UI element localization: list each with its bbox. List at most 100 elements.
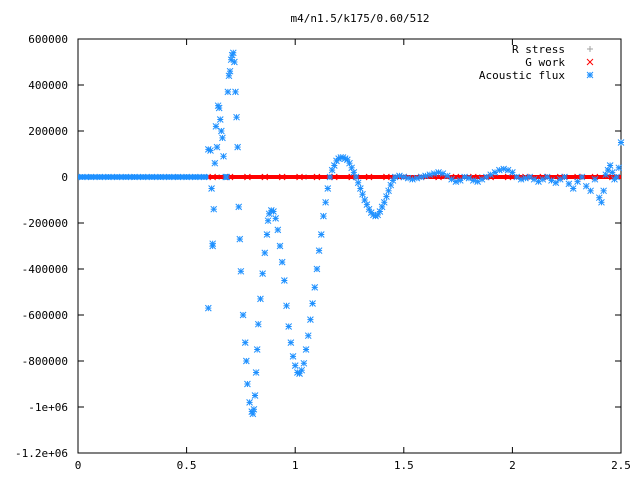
acoustic-flux-point	[253, 346, 261, 353]
acoustic-flux-point	[591, 175, 599, 183]
acoustic-flux-point	[556, 175, 564, 183]
acoustic-flux-point	[569, 185, 577, 192]
acoustic-flux-point	[543, 173, 551, 181]
acoustic-flux-point	[200, 173, 208, 181]
acoustic-flux-point	[324, 185, 332, 192]
acoustic-flux-point	[216, 116, 224, 123]
acoustic-flux-point	[226, 67, 234, 75]
acoustic-flux-point	[513, 173, 521, 181]
chart-title: m4/n1.5/k175/0.60/512	[290, 12, 429, 25]
acoustic-flux-point	[602, 171, 610, 179]
y-tick-label: -200000	[22, 217, 68, 230]
acoustic-flux-point	[254, 320, 262, 328]
acoustic-flux-point	[561, 173, 568, 181]
g-work-point	[209, 173, 217, 181]
acoustic-flux-point	[191, 173, 199, 181]
acoustic-flux-point	[220, 152, 227, 160]
acoustic-flux-point	[217, 127, 225, 135]
acoustic-flux-point	[229, 49, 237, 57]
acoustic-flux-point	[113, 173, 121, 181]
g-work-point	[313, 173, 321, 181]
axis-ticks: 0 0.5 1 1.5 2 2.5 600000 400000 200000 0 -200000 -4…	[15, 33, 631, 472]
acoustic-flux-point	[148, 173, 156, 181]
acoustic-flux-point	[204, 304, 212, 312]
acoustic-flux-point	[212, 123, 220, 130]
acoustic-flux-point	[587, 187, 594, 195]
acoustic-flux-point	[231, 58, 238, 66]
acoustic-flux-point	[409, 175, 416, 183]
legend-marker	[586, 58, 594, 66]
acoustic-flux-point	[617, 139, 625, 146]
acoustic-flux-point	[404, 174, 412, 182]
legend-label: R stress	[512, 43, 565, 56]
acoustic-flux-point	[251, 392, 259, 399]
acoustic-flux-point	[239, 311, 247, 319]
x-tick-label: 0	[75, 459, 82, 472]
acoustic-flux-point	[391, 173, 399, 181]
acoustic-flux-point	[165, 173, 173, 181]
acoustic-flux-point	[233, 113, 240, 121]
acoustic-flux-point	[105, 173, 112, 181]
acoustic-flux-point	[606, 162, 614, 169]
acoustic-flux-point	[232, 88, 239, 96]
acoustic-flux-point	[313, 265, 321, 273]
acoustic-flux-point	[237, 267, 245, 275]
acoustic-flux-point	[211, 159, 219, 167]
g-work-point	[383, 173, 390, 181]
y-tick-label: -1.2e+06	[15, 447, 68, 460]
acoustic-flux-point	[400, 173, 408, 181]
acoustic-flux-point	[246, 399, 253, 406]
acoustic-flux-point	[280, 277, 288, 284]
legend-label: Acoustic flux	[479, 69, 565, 82]
acoustic-flux-point	[456, 177, 464, 184]
acoustic-flux-point	[302, 346, 310, 353]
acoustic-flux-point	[249, 410, 257, 418]
acoustic-flux-point	[174, 173, 182, 181]
acoustic-flux-point	[291, 362, 299, 369]
acoustic-flux-point	[300, 359, 308, 367]
acoustic-flux-point	[380, 198, 388, 206]
legend-marker	[587, 46, 593, 52]
acoustic-flux-point	[78, 173, 86, 181]
acoustic-flux-point	[522, 174, 529, 182]
acoustic-flux-point	[326, 173, 334, 181]
acoustic-flux-point	[383, 193, 390, 200]
acoustic-flux-point	[517, 175, 525, 183]
acoustic-flux-point	[261, 249, 269, 257]
acoustic-flux-point	[208, 185, 215, 192]
acoustic-flux-point	[242, 357, 250, 365]
acoustic-flux-point	[283, 302, 290, 310]
acoustic-flux-point	[311, 284, 319, 291]
acoustic-flux-point	[278, 258, 286, 266]
acoustic-flux-point	[396, 172, 403, 180]
acoustic-flux-point	[552, 179, 560, 187]
g-work-point	[296, 173, 303, 181]
acoustic-flux-point	[219, 134, 226, 142]
acoustic-flux-point	[417, 173, 425, 181]
acoustic-flux-point	[224, 88, 232, 96]
acoustic-flux-point	[298, 366, 306, 374]
acoustic-flux-point	[320, 212, 327, 220]
acoustic-flux-point	[87, 173, 95, 181]
acoustic-flux-point	[500, 165, 508, 173]
acoustic-flux-point	[430, 170, 438, 177]
acoustic-flux-point	[209, 242, 217, 250]
acoustic-flux-point	[223, 173, 231, 181]
acoustic-flux-point	[613, 173, 621, 181]
acoustic-flux-point	[183, 173, 190, 181]
acoustic-flux-point	[578, 173, 586, 181]
acoustic-flux-point	[215, 104, 223, 112]
y-tick-label: -600000	[22, 309, 68, 322]
acoustic-flux-point	[469, 177, 477, 184]
acoustic-flux-point	[274, 226, 282, 234]
acoustic-flux-point	[131, 173, 138, 181]
acoustic-flux-point	[210, 205, 218, 213]
acoustic-flux-point	[122, 173, 130, 181]
x-tick-label: 2.5	[611, 459, 631, 472]
acoustic-flux-point	[157, 173, 164, 181]
y-tick-label: 200000	[28, 125, 68, 138]
acoustic-flux-point	[598, 198, 605, 206]
acoustic-flux-point	[461, 173, 468, 181]
acoustic-flux-point	[250, 405, 258, 413]
